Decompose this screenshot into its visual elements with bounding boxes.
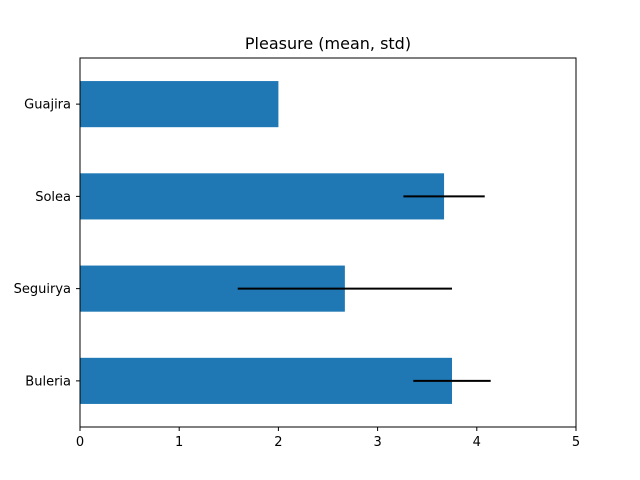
x-tick-label-2: 2 (274, 435, 282, 450)
x-tick-label-4: 4 (473, 435, 481, 450)
bars-group (80, 81, 452, 404)
y-tick-label-guajira: Guajira (24, 98, 71, 113)
x-tick-label-1: 1 (175, 435, 183, 450)
x-tick-label-0: 0 (76, 435, 84, 450)
x-tick-label-3: 3 (373, 435, 381, 450)
y-tick-label-solea: Solea (35, 190, 71, 205)
plot-frame (79, 57, 577, 428)
bar-solea (80, 173, 445, 220)
x-axis-ticks: 0 1 2 3 4 5 (76, 427, 580, 450)
bar-buleria (80, 357, 452, 404)
chart-title: Pleasure (mean, std) (245, 34, 411, 53)
y-tick-label-seguirya: Seguirya (14, 282, 71, 297)
bar-guajira (80, 81, 279, 128)
y-tick-label-buleria: Buleria (25, 374, 71, 389)
error-bars-group (237, 195, 491, 382)
x-tick-label-5: 5 (572, 435, 580, 450)
y-axis-ticks: Guajira Solea Seguirya Buleria (14, 98, 80, 389)
